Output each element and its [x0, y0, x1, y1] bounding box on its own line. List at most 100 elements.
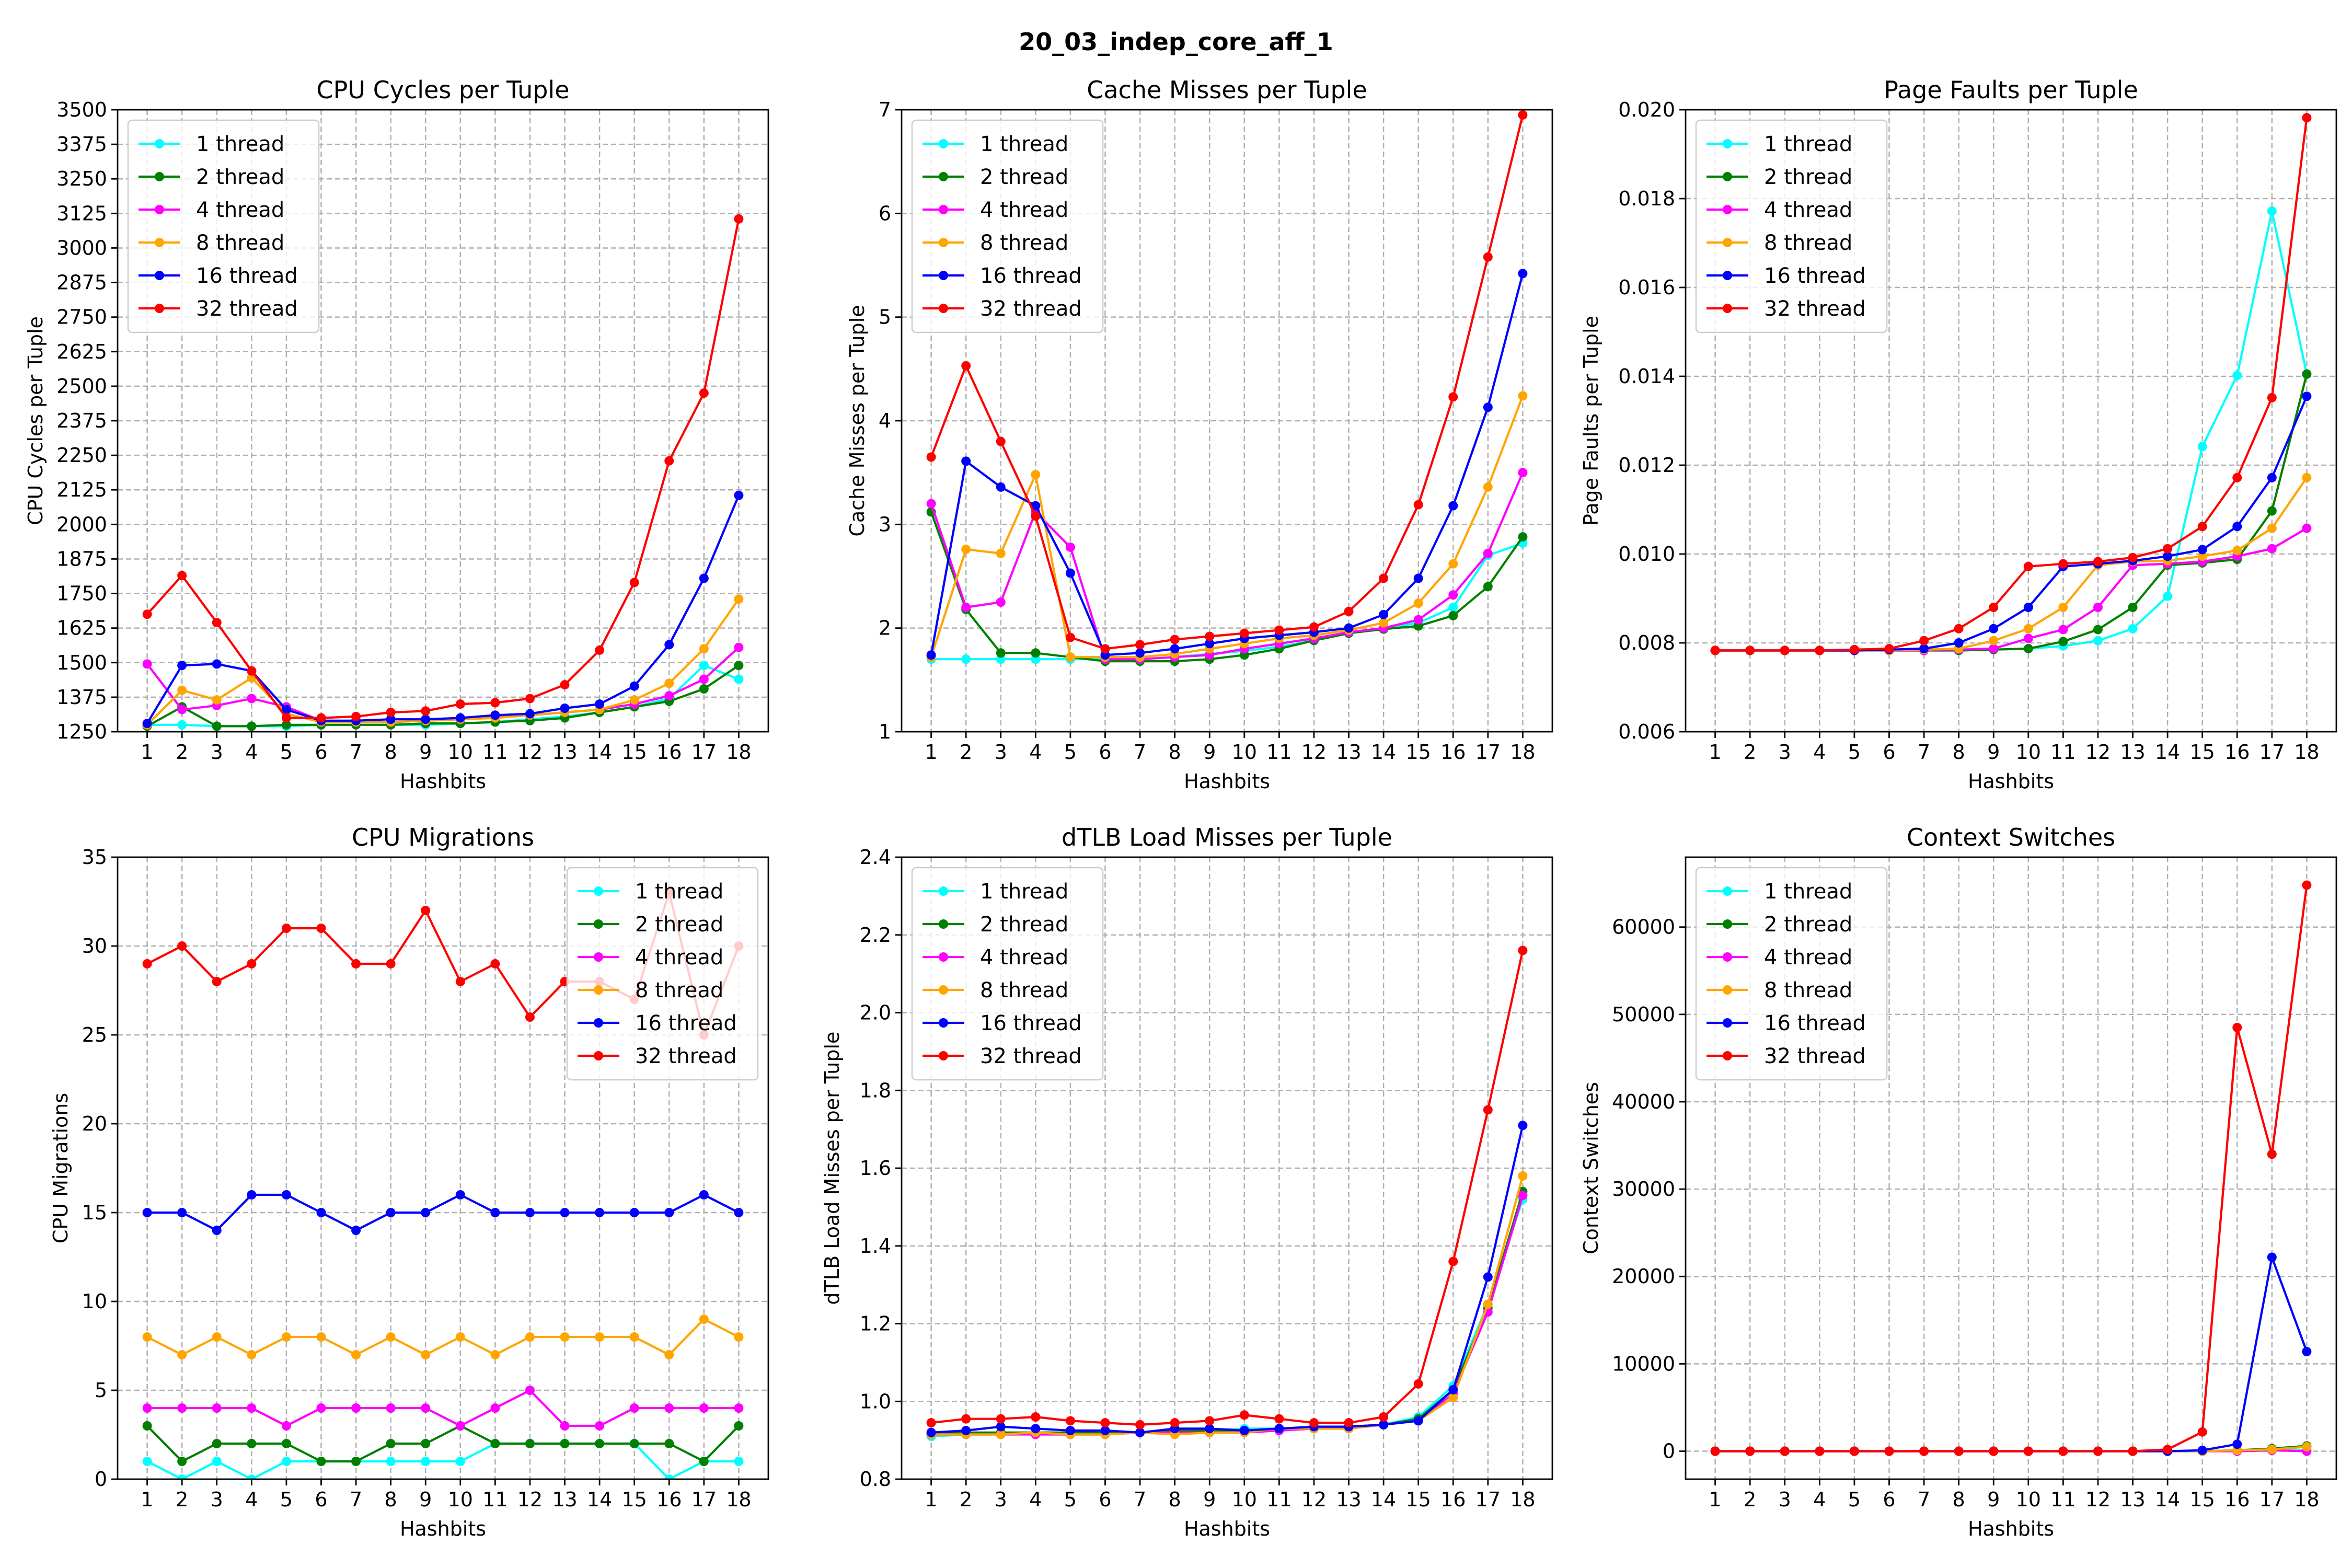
y-axis-label: dTLB Load Misses per Tuple — [821, 1032, 844, 1305]
legend-entry-4-thread: 4 thread — [578, 946, 723, 970]
legend-label: 2 thread — [635, 913, 723, 937]
x-tick-label: 2 — [1744, 741, 1756, 764]
data-point — [1065, 632, 1075, 642]
y-tick-label: 1500 — [56, 651, 107, 674]
data-point — [961, 654, 971, 664]
y-tick-label: 1625 — [56, 617, 107, 640]
x-tick-label: 9 — [1987, 1488, 2000, 1511]
axes-frame — [901, 856, 1553, 1480]
y-tick-label: 2875 — [56, 271, 107, 294]
x-tick-label: 16 — [656, 741, 682, 764]
legend-marker — [594, 952, 603, 962]
data-point — [1989, 644, 1999, 654]
legend-box — [1695, 119, 1888, 333]
data-point — [1884, 1446, 1894, 1456]
data-point — [2128, 1446, 2138, 1456]
legend-entry-4-thread: 4 thread — [1707, 946, 1852, 970]
x-tick-label: 16 — [2224, 741, 2250, 764]
data-point — [1379, 618, 1389, 628]
x-tick-label: 3 — [1779, 1488, 1791, 1511]
data-point — [1483, 582, 1493, 592]
data-point — [177, 1474, 187, 1479]
x-tick-label: 4 — [1029, 1488, 1042, 1511]
data-point — [1031, 1424, 1041, 1434]
data-point — [247, 1403, 257, 1413]
axes-frame — [117, 109, 769, 733]
data-point — [2163, 551, 2173, 561]
x-tick-label: 6 — [315, 1488, 327, 1511]
data-point — [734, 490, 744, 500]
data-point — [455, 713, 465, 723]
legend-entry-8-thread: 8 thread — [923, 231, 1068, 255]
data-point — [1448, 1385, 1458, 1394]
data-point — [316, 1403, 326, 1413]
data-point — [525, 1386, 535, 1395]
y-tick-label: 2125 — [56, 478, 107, 501]
data-point — [1413, 1416, 1423, 1426]
data-point — [212, 1226, 222, 1235]
data-point — [212, 977, 222, 986]
data-point — [351, 1457, 361, 1466]
x-tick-label: 18 — [2294, 1488, 2319, 1511]
x-tick-label: 6 — [1099, 741, 1111, 764]
data-point — [961, 603, 971, 612]
x-tick-label: 8 — [385, 741, 397, 764]
data-point — [177, 941, 187, 951]
data-point — [2267, 206, 2277, 216]
x-tick-label: 11 — [1266, 1488, 1292, 1511]
data-point — [247, 666, 257, 676]
series-line — [146, 1318, 740, 1356]
data-point — [316, 1208, 326, 1217]
data-point — [1031, 1412, 1041, 1422]
x-tick-label: 3 — [995, 741, 1007, 764]
data-point — [1884, 644, 1894, 654]
legend-entry-2-thread: 2 thread — [1707, 165, 1852, 189]
x-tick-label: 18 — [2294, 741, 2319, 764]
x-tick-label: 3 — [211, 1488, 223, 1511]
y-tick-label: 1.2 — [860, 1312, 891, 1335]
y-tick-label: 60000 — [1612, 916, 1675, 939]
legend-entry-32-thread: 32 thread — [923, 297, 1082, 321]
legend-label: 4 thread — [196, 198, 284, 222]
data-point — [1710, 1446, 1720, 1456]
legend-label: 4 thread — [1764, 198, 1852, 222]
data-point — [926, 499, 936, 509]
data-point — [1239, 628, 1249, 638]
data-point — [1135, 648, 1145, 658]
data-point — [525, 1332, 535, 1342]
legend-marker — [939, 952, 948, 962]
data-point — [926, 1427, 936, 1437]
legend-marker — [1723, 985, 1732, 995]
y-tick-label: 10000 — [1612, 1352, 1675, 1375]
legend-marker — [1723, 172, 1732, 181]
data-point — [629, 681, 639, 691]
x-tick-label: 5 — [280, 741, 293, 764]
data-point — [247, 1474, 257, 1479]
data-point — [177, 1208, 187, 1217]
data-point — [629, 1403, 639, 1413]
series-16-thread — [142, 490, 744, 729]
data-point — [996, 436, 1006, 446]
series-line — [146, 218, 740, 719]
data-point — [1849, 644, 1859, 654]
data-point — [1448, 610, 1458, 620]
data-point — [1483, 252, 1493, 262]
data-point — [212, 1457, 222, 1466]
y-tick-label: 2500 — [56, 375, 107, 398]
data-point — [1710, 645, 1720, 655]
x-axis-label: Hashbits — [400, 1517, 486, 1540]
x-tick-label: 12 — [2085, 1488, 2111, 1511]
data-point — [699, 1457, 709, 1466]
x-tick-label: 13 — [552, 1488, 577, 1511]
x-tick-label: 5 — [1848, 1488, 1861, 1511]
series-32-thread — [142, 214, 744, 723]
y-tick-label: 0.020 — [1618, 98, 1675, 121]
data-point — [2302, 1346, 2312, 1356]
data-point — [351, 1403, 361, 1413]
data-point — [1379, 573, 1389, 583]
legend-marker — [1723, 886, 1732, 896]
y-tick-label: 0.016 — [1618, 276, 1675, 299]
x-tick-label: 8 — [1953, 1488, 1965, 1511]
data-point — [142, 1457, 152, 1466]
data-point — [1239, 1410, 1249, 1420]
